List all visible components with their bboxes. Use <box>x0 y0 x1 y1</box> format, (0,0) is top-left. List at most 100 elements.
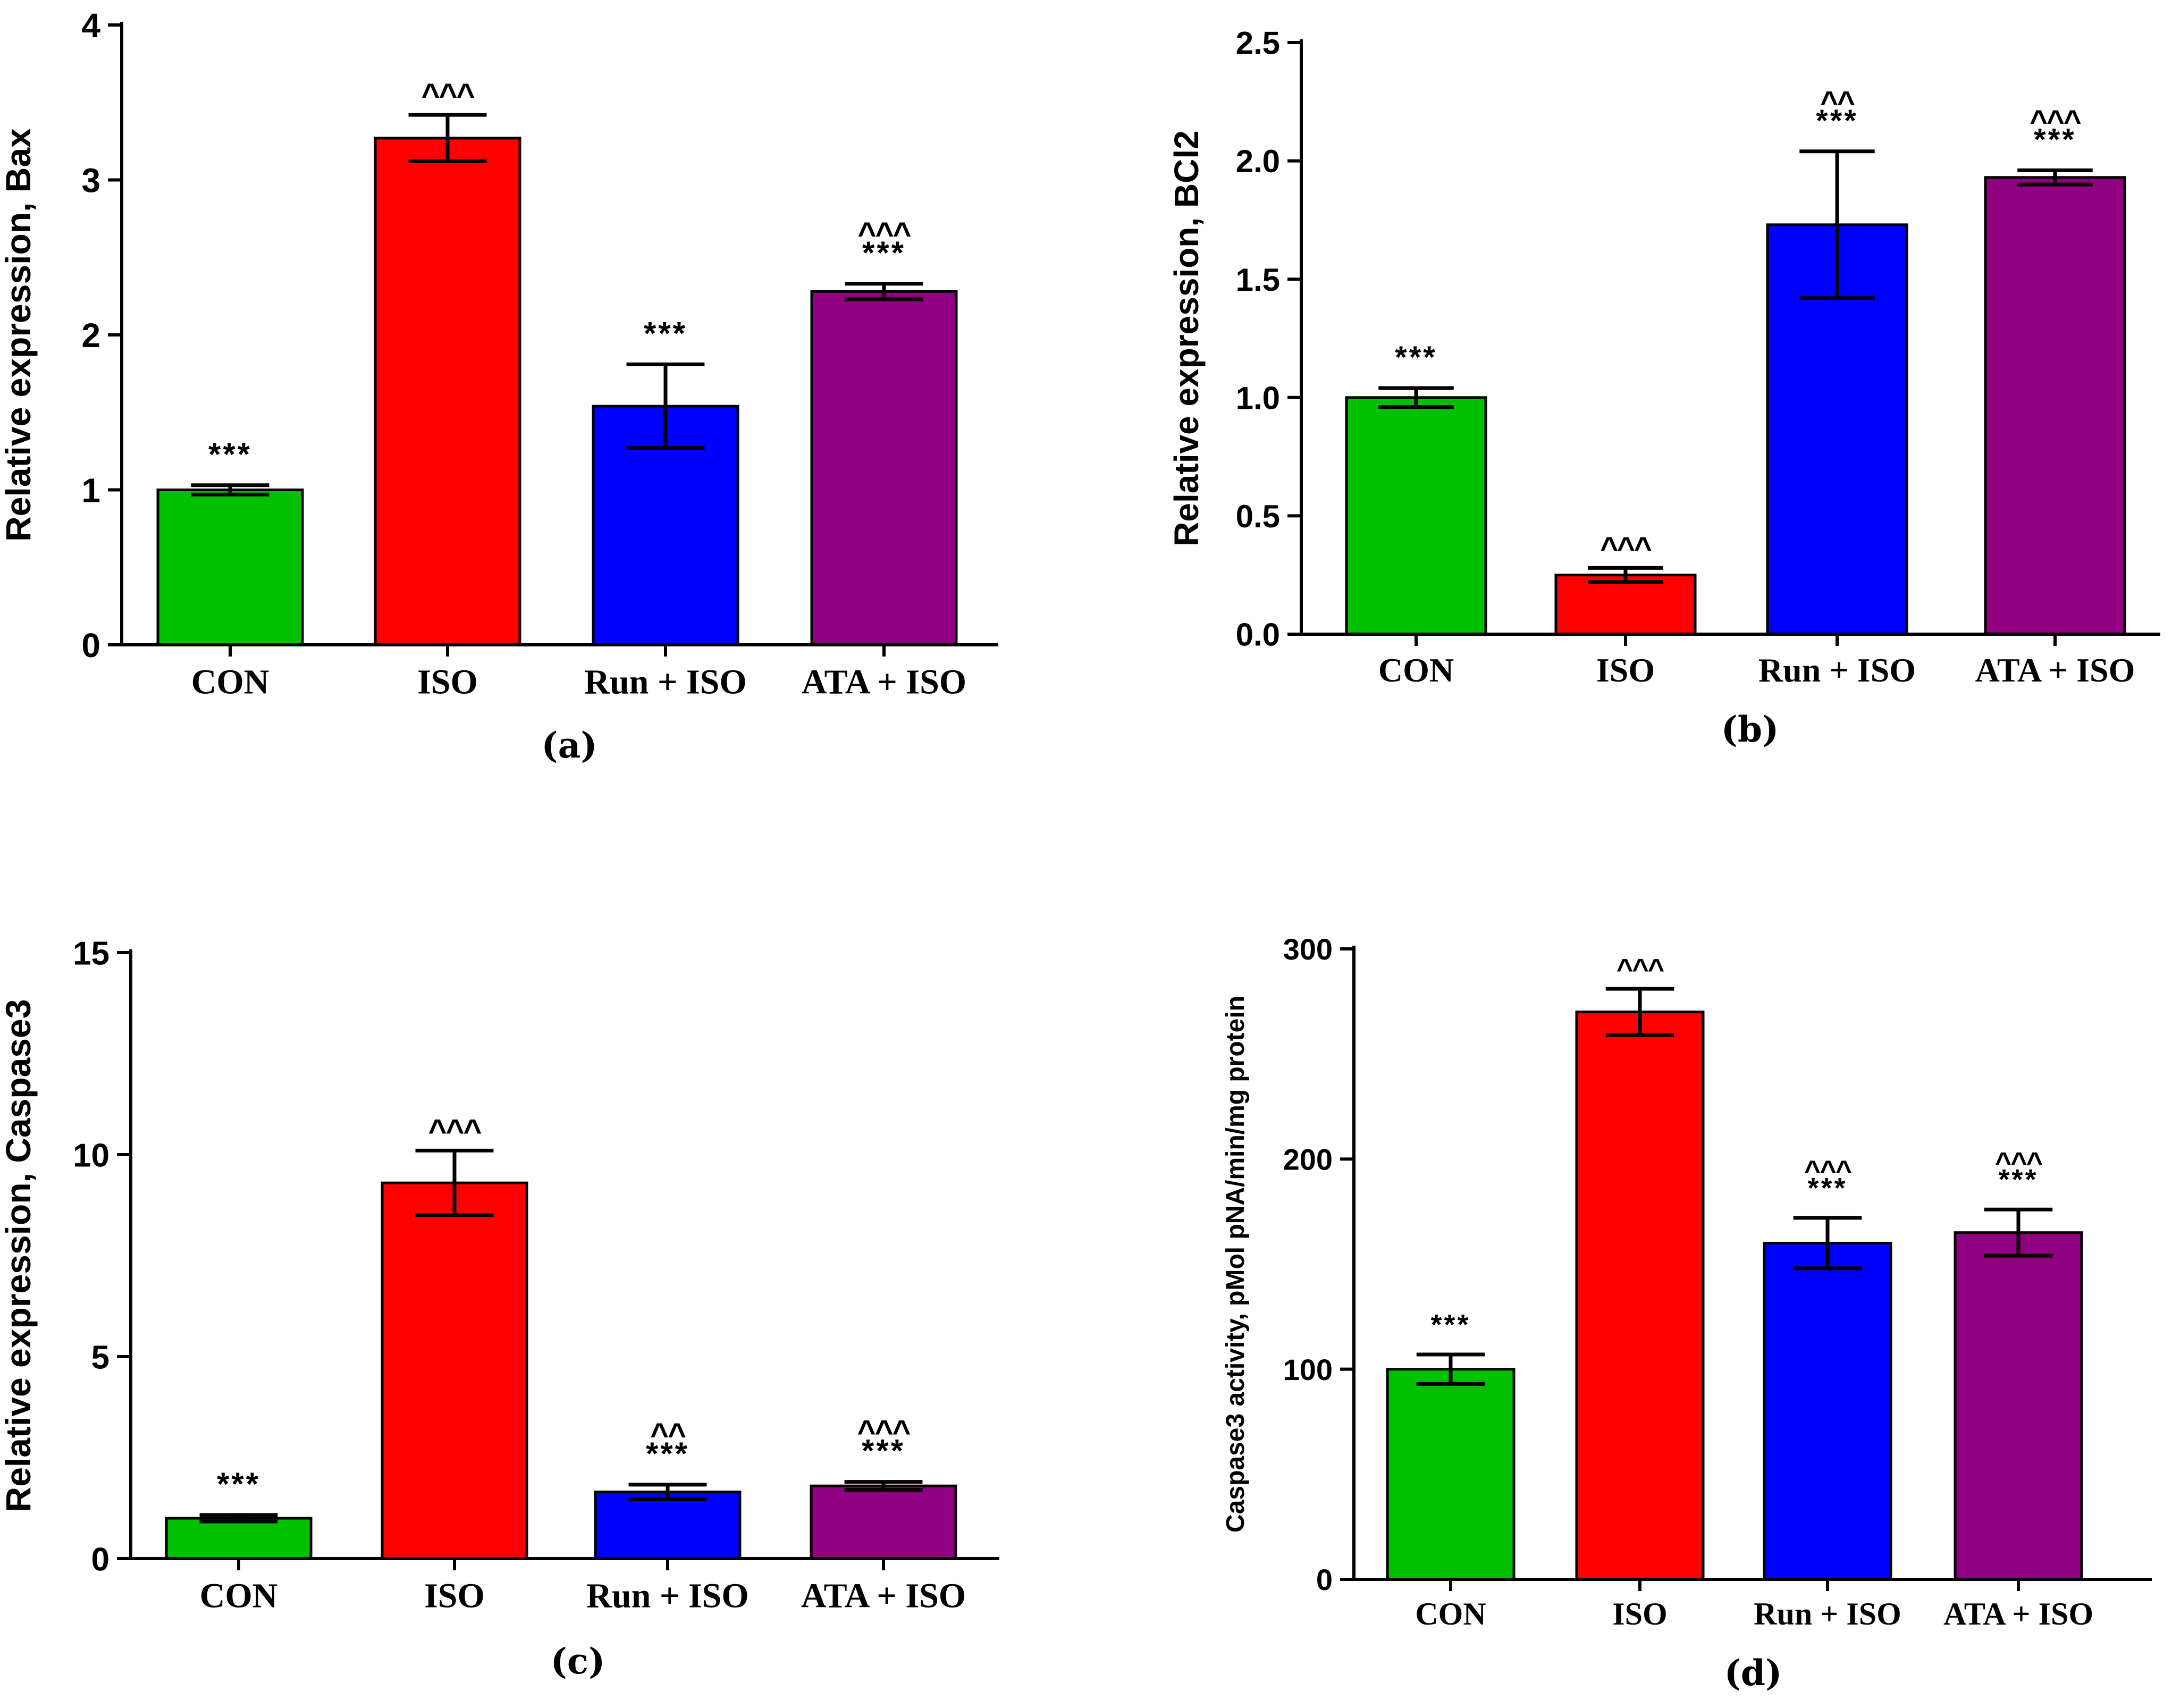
panel-label: (a) <box>541 725 597 766</box>
bar-ata-iso <box>1984 176 2126 636</box>
bar-iso <box>374 137 521 646</box>
x-tick-label-ata-iso: ATA + ISO <box>1943 1596 2093 1631</box>
bar-run-iso <box>1763 1241 1892 1581</box>
y-tick-label: 2.0 <box>1236 144 1280 179</box>
y-tick-label: 15 <box>73 935 110 972</box>
error-bar-con <box>199 1513 278 1524</box>
bar-iso <box>1554 574 1697 636</box>
x-tick-label-iso: ISO <box>424 1576 485 1615</box>
y-axis-title: Relative expression, Caspase3 <box>0 999 38 1512</box>
annotation-run-iso: ^^ <box>650 1417 686 1452</box>
y-tick-label: 0 <box>91 1541 110 1578</box>
error-bar-ata-iso <box>844 1480 923 1492</box>
x-tick-label-ata-iso: ATA + ISO <box>1975 651 2135 689</box>
y-tick-label: 0.0 <box>1236 617 1280 653</box>
bar-con <box>1386 1368 1516 1581</box>
annotation-run-iso: *** <box>646 1436 689 1471</box>
error-bar-iso <box>1605 987 1674 1037</box>
annotation-run-iso: *** <box>644 315 687 351</box>
error-bar-run-iso <box>1793 1216 1862 1271</box>
y-tick-label: 0 <box>81 626 100 664</box>
x-tick-label-ata-iso: ATA + ISO <box>801 1576 966 1615</box>
annotation-run-iso: *** <box>1816 104 1858 138</box>
y-tick-label: 1.5 <box>1236 262 1280 298</box>
y-tick-label: 100 <box>1283 1353 1333 1386</box>
bar-ata-iso <box>1954 1231 2083 1581</box>
y-tick-label: 5 <box>91 1339 110 1376</box>
x-tick-label-con: CON <box>200 1576 278 1615</box>
annotation-ata-iso: ^^^ <box>1995 1147 2043 1179</box>
annotation-ata-iso: ^^^ <box>2030 104 2081 139</box>
annotation-ata-iso: *** <box>862 1433 905 1469</box>
y-tick-label: 2 <box>81 316 100 355</box>
error-bar-con <box>1378 386 1454 409</box>
error-bar-iso <box>1588 566 1663 584</box>
annotation-run-iso: ^^ <box>1820 85 1855 120</box>
annotation-ata-iso: *** <box>2034 122 2076 157</box>
x-tick-label-con: CON <box>1378 651 1454 689</box>
bar-ata-iso <box>810 290 958 646</box>
error-bar-ata-iso <box>2017 168 2093 187</box>
error-bar-con <box>191 483 270 497</box>
error-bar-run-iso <box>626 362 705 450</box>
annotation-run-iso: ^^^ <box>1804 1155 1852 1187</box>
x-tick-label-run-iso: Run + ISO <box>586 1576 748 1615</box>
y-tick-label: 0 <box>1316 1563 1333 1596</box>
y-tick-label: 1.0 <box>1236 380 1280 416</box>
x-tick-label-iso: ISO <box>1612 1596 1667 1631</box>
annotation-ata-iso: *** <box>1998 1164 2038 1196</box>
annotation-iso: ^^^ <box>421 77 474 113</box>
y-tick-label: 300 <box>1283 932 1333 966</box>
y-tick-label: 200 <box>1283 1142 1333 1176</box>
x-tick-label-con: CON <box>191 662 270 701</box>
error-bar-con <box>1416 1352 1485 1386</box>
panel-label: (b) <box>1721 709 1779 750</box>
error-bar-run-iso <box>628 1483 707 1501</box>
x-tick-label-ata-iso: ATA + ISO <box>802 662 966 701</box>
x-tick-label-run-iso: Run + ISO <box>1754 1596 1901 1631</box>
x-tick-label-con: CON <box>1415 1596 1486 1631</box>
annotation-con: *** <box>1395 340 1437 375</box>
bar-ata-iso <box>810 1484 957 1560</box>
annotation-ata-iso: *** <box>862 235 906 271</box>
annotation-ata-iso: ^^^ <box>857 1414 910 1450</box>
error-bar-run-iso <box>1799 149 1875 300</box>
y-tick-label: 10 <box>73 1137 110 1174</box>
y-tick-label: 2.5 <box>1236 26 1280 61</box>
bar-iso <box>381 1181 528 1560</box>
y-axis-title: Relative expression, BCl2 <box>1167 130 1206 546</box>
y-tick-label: 3 <box>81 162 100 200</box>
panel-label: (c) <box>551 1640 605 1682</box>
x-tick-label-run-iso: Run + ISO <box>1758 651 1916 689</box>
annotation-run-iso: *** <box>1807 1172 1847 1204</box>
annotation-con: *** <box>1430 1309 1470 1341</box>
bar-iso <box>1575 1011 1705 1581</box>
bar-run-iso <box>594 1491 742 1560</box>
error-bar-ata-iso <box>1984 1207 2053 1258</box>
annotation-iso: ^^^ <box>1600 531 1652 566</box>
y-tick-label: 0.5 <box>1236 499 1280 534</box>
bar-con <box>156 489 304 646</box>
bar-con <box>165 1517 313 1560</box>
y-tick-label: 1 <box>81 472 100 510</box>
panel-label: (d) <box>1724 1652 1782 1694</box>
x-tick-label-run-iso: Run + ISO <box>584 662 746 701</box>
annotation-iso: ^^^ <box>1617 953 1664 985</box>
x-tick-label-iso: ISO <box>1596 651 1655 689</box>
bar-con <box>1345 396 1487 636</box>
error-bar-iso <box>415 1148 494 1217</box>
error-bar-ata-iso <box>845 282 923 301</box>
x-tick-label-iso: ISO <box>417 662 478 701</box>
y-axis-title: Relative expression, Bax <box>0 128 38 542</box>
annotation-con: *** <box>208 436 252 472</box>
y-tick-label: 4 <box>81 6 100 45</box>
y-axis-title: Caspase3 activity, pMol pNA/min/mg prote… <box>1222 996 1250 1533</box>
error-bar-iso <box>408 113 487 164</box>
annotation-con: *** <box>217 1466 260 1502</box>
annotation-iso: ^^^ <box>428 1113 481 1148</box>
